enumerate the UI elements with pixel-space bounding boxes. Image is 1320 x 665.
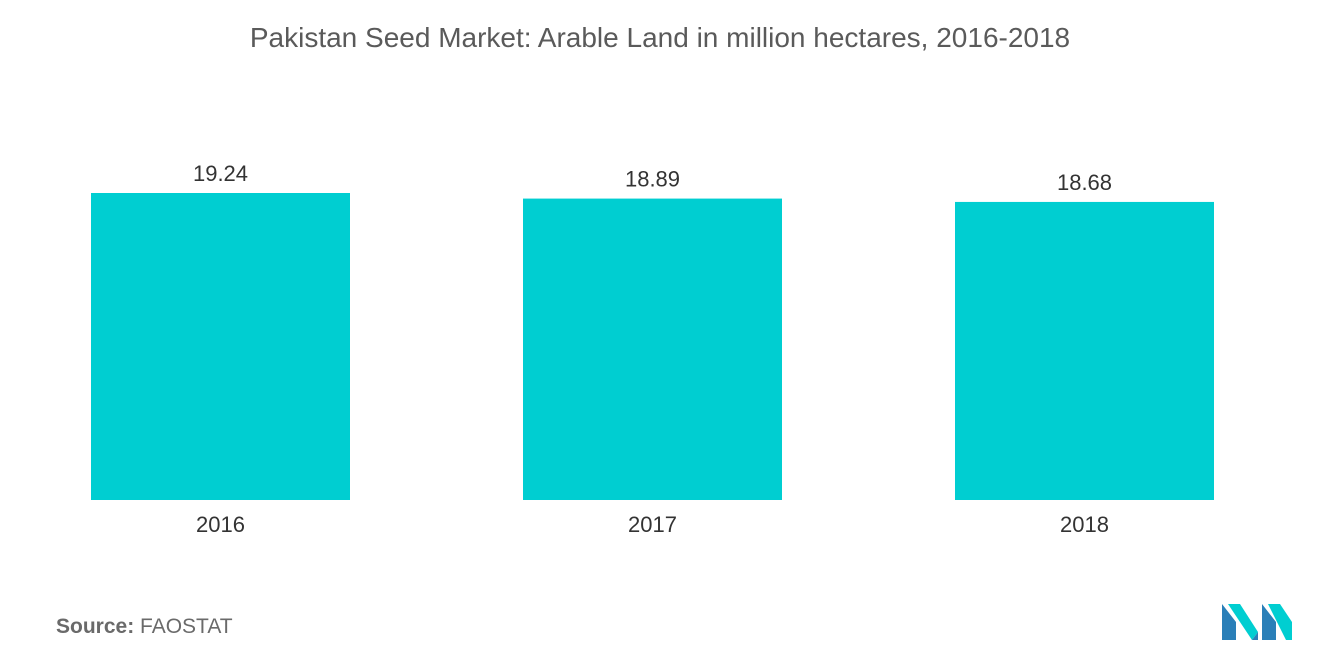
value-labels-layer: 19.24 18.89 18.68 <box>193 161 1112 195</box>
x-tick-label-2017: 2017 <box>628 512 677 537</box>
source-note: Source: FAOSTAT <box>56 615 233 639</box>
value-label-2017: 18.89 <box>625 167 680 192</box>
x-tick-label-2018: 2018 <box>1060 512 1109 537</box>
x-tick-label-2016: 2016 <box>196 512 245 537</box>
source-label: Source: <box>56 615 135 638</box>
bar-2017 <box>523 198 782 500</box>
bar-2016 <box>91 193 350 500</box>
value-label-2018: 18.68 <box>1057 170 1112 195</box>
mordor-intelligence-logo-icon <box>1222 604 1292 640</box>
bars-layer <box>91 193 1214 500</box>
value-label-2016: 19.24 <box>193 161 248 186</box>
bar-2018 <box>955 201 1214 500</box>
source-value: FAOSTAT <box>140 615 233 638</box>
chart-title: Pakistan Seed Market: Arable Land in mil… <box>249 22 1071 53</box>
x-tick-labels-layer: 2016 2017 2018 <box>196 512 1109 537</box>
